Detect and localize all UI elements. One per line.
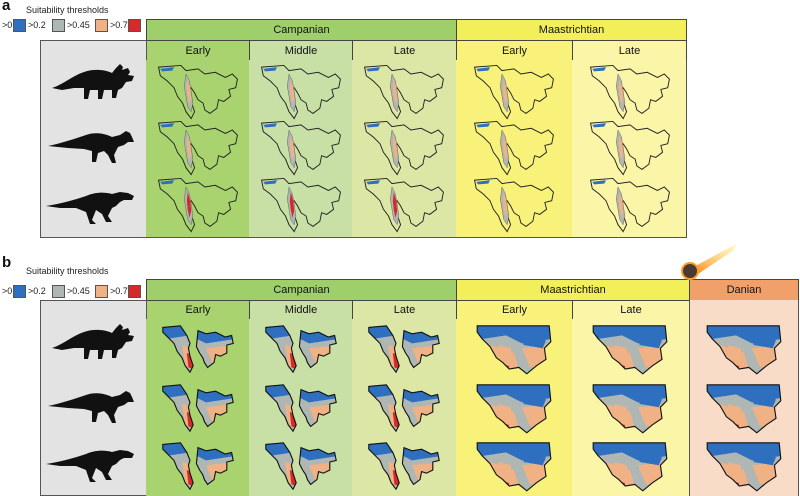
substage-b-3: Early bbox=[456, 300, 573, 320]
suitability-map bbox=[265, 442, 337, 491]
legend-b-swatch-3 bbox=[128, 285, 141, 298]
substage-b-2: Late bbox=[352, 300, 457, 320]
suitability-map bbox=[364, 64, 444, 120]
suitability-map bbox=[261, 64, 341, 120]
stage-header-a-maastrichtian: Maastrichtian bbox=[456, 19, 687, 41]
legend-b-swatch-1 bbox=[52, 285, 65, 298]
legend-a-swatch-3 bbox=[128, 19, 141, 32]
legend-a-label-3: >0.7 bbox=[110, 20, 128, 30]
suitability-map bbox=[474, 177, 554, 233]
hadrosaurid-silhouette-icon bbox=[48, 131, 134, 163]
tyrannosaurid-silhouette-icon bbox=[46, 192, 134, 224]
suitability-map bbox=[592, 384, 668, 434]
legend-a-swatch-1 bbox=[52, 19, 65, 32]
panel-b-label: b bbox=[2, 254, 12, 271]
hadrosaurid-silhouette-icon bbox=[48, 391, 134, 423]
suitability-map bbox=[261, 120, 341, 176]
suitability-map bbox=[706, 384, 782, 434]
suitability-map bbox=[162, 325, 234, 374]
substage-a-0: Early bbox=[146, 40, 250, 61]
substage-a-2: Late bbox=[352, 40, 457, 61]
legend-b-swatch-2 bbox=[95, 285, 108, 298]
substage-b-1: Middle bbox=[249, 300, 353, 320]
ceratopsid-silhouette-icon bbox=[52, 64, 134, 99]
suitability-map bbox=[368, 442, 440, 491]
map-column-a-0 bbox=[146, 60, 250, 238]
tyrannosaurid-silhouette-icon bbox=[46, 450, 134, 482]
suitability-map bbox=[706, 325, 782, 375]
legend-title-b: Suitability thresholds bbox=[26, 266, 109, 276]
legend-a-label-2: >0.45 bbox=[67, 20, 90, 30]
suitability-map bbox=[476, 442, 552, 492]
suitability-map bbox=[265, 325, 337, 374]
suitability-map bbox=[158, 64, 238, 120]
legend-b-label-1: >0.2 bbox=[28, 286, 46, 296]
map-column-a-2 bbox=[352, 60, 457, 238]
suitability-map bbox=[706, 442, 782, 492]
suitability-map bbox=[265, 384, 337, 433]
panel-a-label: a bbox=[2, 0, 11, 14]
legend-a-swatch-0 bbox=[13, 19, 26, 32]
suitability-map bbox=[158, 177, 238, 233]
suitability-map bbox=[476, 384, 552, 434]
legend-a-label-1: >0.2 bbox=[28, 20, 46, 30]
legend-b-label-3: >0.7 bbox=[110, 286, 128, 296]
substage-a-1: Middle bbox=[249, 40, 353, 61]
suitability-map bbox=[590, 120, 670, 176]
legend-a-label-0: >0 bbox=[2, 20, 13, 30]
ceratopsid-silhouette-icon bbox=[52, 324, 134, 359]
suitability-map bbox=[474, 64, 554, 120]
suitability-map bbox=[158, 120, 238, 176]
suitability-map bbox=[261, 177, 341, 233]
stage-header-b-maastrichtian: Maastrichtian bbox=[456, 279, 690, 301]
suitability-map bbox=[162, 384, 234, 433]
legend-b-label-0: >0 bbox=[2, 286, 13, 296]
substage-a-4: Late bbox=[572, 40, 687, 61]
suitability-map bbox=[592, 442, 668, 492]
suitability-map bbox=[364, 120, 444, 176]
suitability-map bbox=[368, 384, 440, 433]
legend-b-label-2: >0.45 bbox=[67, 286, 90, 296]
legend-title-a: Suitability thresholds bbox=[26, 5, 109, 15]
substage-b-0: Early bbox=[146, 300, 250, 320]
legend-a-swatch-2 bbox=[95, 19, 108, 32]
asteroid-impact-icon bbox=[681, 244, 736, 280]
legend-b-swatch-0 bbox=[13, 285, 26, 298]
stage-header-b-campanian: Campanian bbox=[146, 279, 457, 301]
substage-b-4: Late bbox=[572, 300, 690, 320]
suitability-map bbox=[162, 442, 234, 491]
suitability-map bbox=[368, 325, 440, 374]
substage-a-3: Early bbox=[456, 40, 573, 61]
suitability-map bbox=[474, 120, 554, 176]
map-column-a-4 bbox=[572, 60, 687, 238]
suitability-map bbox=[590, 64, 670, 120]
suitability-map bbox=[364, 177, 444, 233]
stage-header-a-campanian: Campanian bbox=[146, 19, 457, 41]
suitability-map bbox=[592, 325, 668, 375]
suitability-map bbox=[590, 177, 670, 233]
map-column-a-3 bbox=[456, 60, 573, 238]
suitability-map bbox=[476, 325, 552, 375]
stage-header-b-danian: Danian bbox=[689, 279, 799, 301]
